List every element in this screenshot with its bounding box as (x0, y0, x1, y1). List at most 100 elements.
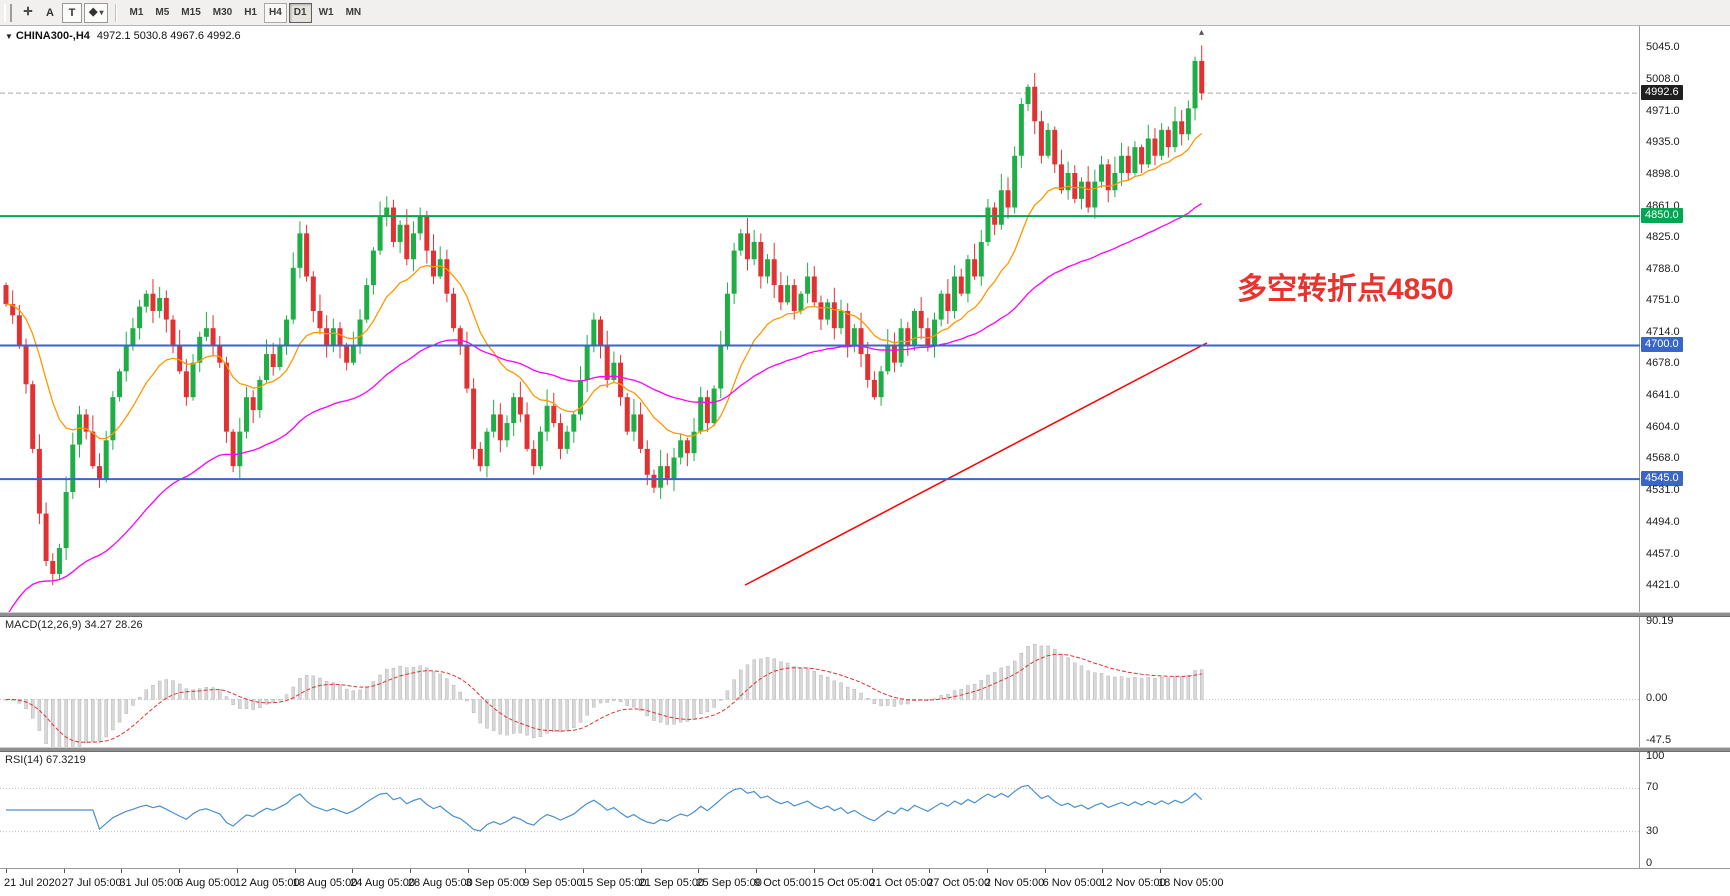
price-axis-label: 4788.0 (1646, 262, 1680, 275)
time-axis-tick (352, 869, 354, 873)
time-axis-label: 21 Oct 05:00 (869, 877, 933, 889)
price-axis-label: 4568.0 (1646, 452, 1680, 465)
rsi-name: RSI(14) (5, 754, 43, 766)
toolbar-grip[interactable] (4, 3, 12, 22)
timeframe-m30-button[interactable]: M30 (208, 3, 237, 23)
time-axis-label: 27 Oct 05:00 (927, 877, 991, 889)
time-axis-tick (1102, 869, 1104, 873)
ma-slow-line (8, 203, 1203, 612)
chevron-down-icon: ▾ (99, 8, 104, 17)
time-axis-label: 25 Sep 05:00 (696, 877, 762, 889)
pane-splitter[interactable] (0, 747, 1730, 752)
time-axis-tick (871, 869, 873, 873)
timeframe-m1-button[interactable]: M1 (124, 3, 148, 23)
macd-axis-label: 0.00 (1646, 692, 1668, 705)
pane-splitter[interactable] (0, 612, 1730, 617)
time-axis-label: 27 Jul 05:00 (61, 877, 122, 889)
price-axis-label: 4494.0 (1646, 516, 1680, 529)
time-axis-label: 9 Sep 05:00 (523, 877, 583, 889)
time-axis-tick (294, 869, 296, 873)
crosshair-tool-button[interactable]: ✛ (18, 3, 38, 23)
rsi-pane[interactable]: RSI(14) 67.3219 (0, 752, 1640, 868)
rsi-line (6, 784, 1203, 832)
macd-canvas[interactable] (0, 617, 1640, 747)
time-axis-tick (409, 869, 411, 873)
time-axis-label: 21 Jul 2020 (4, 877, 61, 889)
time-axis-tick (698, 869, 700, 873)
label-tool-button[interactable]: T (62, 2, 82, 23)
rsi-axis-label: 30 (1646, 824, 1659, 837)
time-axis[interactable]: 21 Jul 2020 27 Jul 05:00 31 Jul 05:00 6 Aug… (0, 868, 1730, 896)
macd-pane[interactable]: MACD(12,26,9) 34.27 28.26 (0, 617, 1640, 747)
current-price-badge: 4992.6 (1641, 85, 1683, 101)
rsi-axis-label: 0 (1646, 857, 1653, 869)
macd-histogram (4, 644, 1204, 747)
rsi-axis[interactable]: 100 70 30 0 (1640, 750, 1730, 869)
text-tool-button[interactable]: A (40, 3, 60, 23)
symbol-period-label: CHINA300-,H4 (15, 30, 90, 42)
timeframe-h4-button[interactable]: H4 (264, 2, 287, 23)
collapse-icon[interactable]: ▼ (5, 32, 13, 41)
ma-fast-line (5, 133, 1203, 440)
level-price-badge: 4850.0 (1641, 208, 1683, 224)
toolbar-separator (115, 3, 118, 22)
macd-axis[interactable]: 90.19 0.00 -47.5 (1640, 615, 1730, 747)
level-price-badge: 4545.0 (1641, 471, 1683, 487)
time-axis-tick (6, 869, 7, 873)
time-axis-tick (179, 869, 181, 873)
timeframe-m5-button[interactable]: M5 (150, 3, 174, 23)
price-axis-label: 4714.0 (1646, 326, 1680, 339)
main-chart-canvas[interactable] (0, 26, 1640, 612)
price-axis[interactable]: 5045.0 5008.0 4992.6 4971.0 4935.0 4898.0 4861… (1640, 26, 1730, 612)
price-axis-label: 4751.0 (1646, 294, 1680, 307)
time-axis-label: 18 Aug 05:00 (292, 877, 358, 889)
time-axis-tick (929, 869, 931, 873)
candlestick-series (3, 45, 1205, 586)
price-axis-label: 4604.0 (1646, 421, 1680, 434)
macd-name: MACD(12,26,9) (5, 619, 82, 631)
macd-axis-label: -47.5 (1646, 733, 1672, 746)
time-axis-label: 21 Sep 05:00 (638, 877, 705, 889)
time-axis-label: 2 Nov 05:00 (984, 877, 1045, 889)
price-axis-label: 4641.0 (1646, 389, 1680, 402)
rsi-canvas[interactable] (0, 752, 1640, 868)
price-axis-label: 4935.0 (1646, 135, 1680, 148)
time-axis-label: 18 Nov 05:00 (1158, 877, 1224, 889)
price-axis-label: 4898.0 (1646, 167, 1680, 180)
chart-shift-icon[interactable]: ▴ (1199, 27, 1205, 38)
timeframe-m15-button[interactable]: M15 (176, 3, 205, 23)
time-axis-tick (1044, 869, 1046, 873)
time-axis-tick (121, 869, 123, 873)
time-axis-label: 15 Oct 05:00 (811, 877, 875, 889)
chart-annotation: 多空转折点4850 (1237, 273, 1454, 306)
price-axis-label: 4421.0 (1646, 578, 1680, 591)
time-axis-label: 6 Aug 05:00 (177, 877, 236, 889)
time-axis-tick (236, 869, 238, 873)
shapes-dropdown-button[interactable]: ◆ ▾ (84, 2, 109, 23)
timeframe-mn-button[interactable]: MN (341, 3, 367, 23)
time-axis-tick (813, 869, 815, 873)
toolbar: ✛ A T ◆ ▾ M1 M5 M15 M30 H1 H4 D1 W1 MN (0, 0, 1730, 26)
rsi-axis-label: 100 (1646, 750, 1665, 762)
price-axis-label: 5045.0 (1646, 40, 1680, 53)
time-axis-tick (63, 869, 65, 873)
timeframe-h1-button[interactable]: H1 (239, 3, 262, 23)
trendline (744, 342, 1208, 586)
price-axis-label: 5008.0 (1646, 72, 1680, 85)
price-axis-label: 4457.0 (1646, 547, 1680, 560)
time-axis-label: 12 Aug 05:00 (234, 877, 300, 889)
macd-values: 34.27 28.26 (84, 619, 143, 631)
rsi-values: 67.3219 (45, 754, 86, 766)
main-chart-pane[interactable]: ▼ CHINA300-,H4 4972.1 5030.8 4967.6 4992.6… (0, 26, 1640, 612)
shapes-icon: ◆ (89, 6, 98, 18)
ohlc-values: 4972.1 5030.8 4967.6 4992.6 (96, 30, 241, 42)
time-axis-tick (986, 869, 988, 873)
timeframe-d1-button[interactable]: D1 (288, 2, 312, 23)
timeframe-w1-button[interactable]: W1 (314, 3, 339, 23)
price-axis-label: 4971.0 (1646, 104, 1680, 117)
time-axis-label: 15 Sep 05:00 (581, 877, 647, 889)
time-axis-label: 6 Nov 05:00 (1042, 877, 1102, 889)
price-axis-label: 4531.0 (1646, 484, 1680, 497)
time-axis-tick (467, 869, 469, 873)
time-axis-tick (583, 869, 584, 873)
